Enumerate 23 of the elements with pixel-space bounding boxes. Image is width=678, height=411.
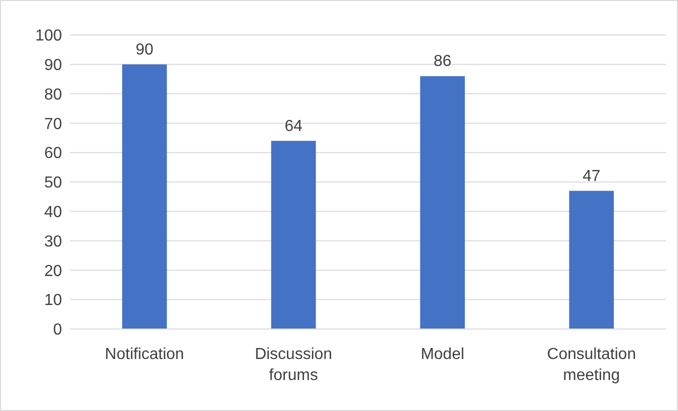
y-tick-label: 50 bbox=[44, 174, 62, 192]
y-tick-label: 0 bbox=[53, 322, 62, 339]
x-tick-label: Model bbox=[420, 346, 464, 363]
y-tick-label: 30 bbox=[44, 233, 62, 250]
y-tick-label: 20 bbox=[44, 262, 62, 280]
data-label: 47 bbox=[582, 168, 600, 185]
x-tick-label: Notification bbox=[104, 346, 184, 363]
data-label: 86 bbox=[434, 53, 452, 70]
y-tick-label: 70 bbox=[44, 116, 62, 133]
x-tick-label: Consultation meeting bbox=[547, 346, 636, 384]
y-tick-label: 40 bbox=[44, 204, 62, 221]
data-label: 64 bbox=[284, 118, 302, 135]
y-tick-label: 10 bbox=[44, 292, 62, 310]
bar bbox=[569, 190, 614, 329]
y-tick-label: 100 bbox=[35, 28, 62, 45]
x-tick-label: Discussion forums bbox=[254, 346, 332, 384]
y-tick-label: 90 bbox=[44, 57, 62, 74]
y-tick-label: 80 bbox=[44, 86, 62, 104]
bar bbox=[122, 64, 167, 329]
data-label: 90 bbox=[136, 41, 154, 58]
bar bbox=[420, 76, 465, 329]
y-tick-label: 60 bbox=[44, 145, 62, 162]
bar bbox=[271, 140, 316, 329]
